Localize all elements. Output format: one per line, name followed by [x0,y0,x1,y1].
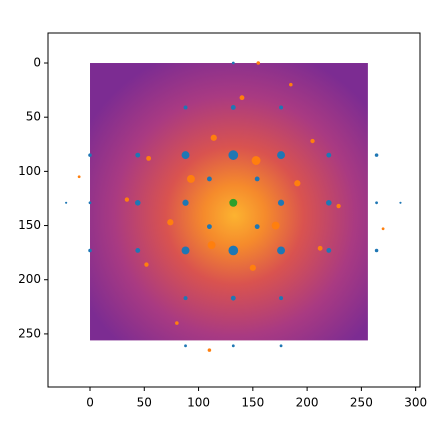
point [256,61,261,65]
point [181,246,190,255]
point [228,245,239,256]
x-tick-label: 100 [187,396,210,410]
point [135,152,141,158]
point [231,344,235,348]
y-tick-label: 50 [26,110,41,124]
point [326,152,332,158]
point [239,95,245,101]
point [277,199,285,206]
point [187,175,195,183]
point [254,224,260,230]
point [271,221,280,230]
point [251,156,261,165]
x-tick-label: 50 [137,396,152,410]
point [146,155,152,161]
point [279,105,284,110]
point [230,105,236,110]
point [183,296,188,301]
point [381,227,385,231]
point [326,248,332,253]
point [326,199,332,206]
point [294,180,301,187]
point [210,134,217,141]
point [207,348,212,352]
image [90,63,368,341]
point [228,150,239,160]
y-tick-label: 100 [18,164,41,178]
point [207,241,216,250]
point [167,219,174,226]
point [375,201,378,205]
x-tick-label: 300 [404,396,427,410]
point [399,201,402,204]
y-tick-label: 200 [18,272,41,286]
point [289,82,293,87]
point [184,344,187,348]
point [317,245,323,251]
point [310,138,315,144]
point [206,224,212,230]
x-tick-label: 200 [296,396,319,410]
point [206,176,212,182]
point [229,198,238,207]
point [77,175,81,179]
point [231,61,235,65]
point [181,151,190,160]
point [183,105,188,110]
point [134,199,141,206]
point [279,344,283,348]
point [65,201,68,204]
point [230,295,236,301]
point [277,246,286,255]
point [277,151,286,160]
point [124,197,130,202]
point [135,248,141,253]
point [374,153,379,157]
point [88,153,92,157]
y-tick-label: 0 [33,56,41,70]
point [88,248,92,253]
axes-frame [47,32,421,388]
point [249,264,256,271]
y-tick-label: 250 [18,326,41,340]
x-tick-label: 150 [241,396,264,410]
x-tick-label: 250 [350,396,373,410]
point [144,262,149,267]
point [336,203,341,209]
point [182,199,189,206]
point [88,201,92,205]
y-tick-label: 150 [18,218,41,232]
x-tick-label: 0 [86,396,94,410]
point [254,176,260,182]
point [374,248,379,253]
point [279,296,284,301]
point [175,321,179,325]
